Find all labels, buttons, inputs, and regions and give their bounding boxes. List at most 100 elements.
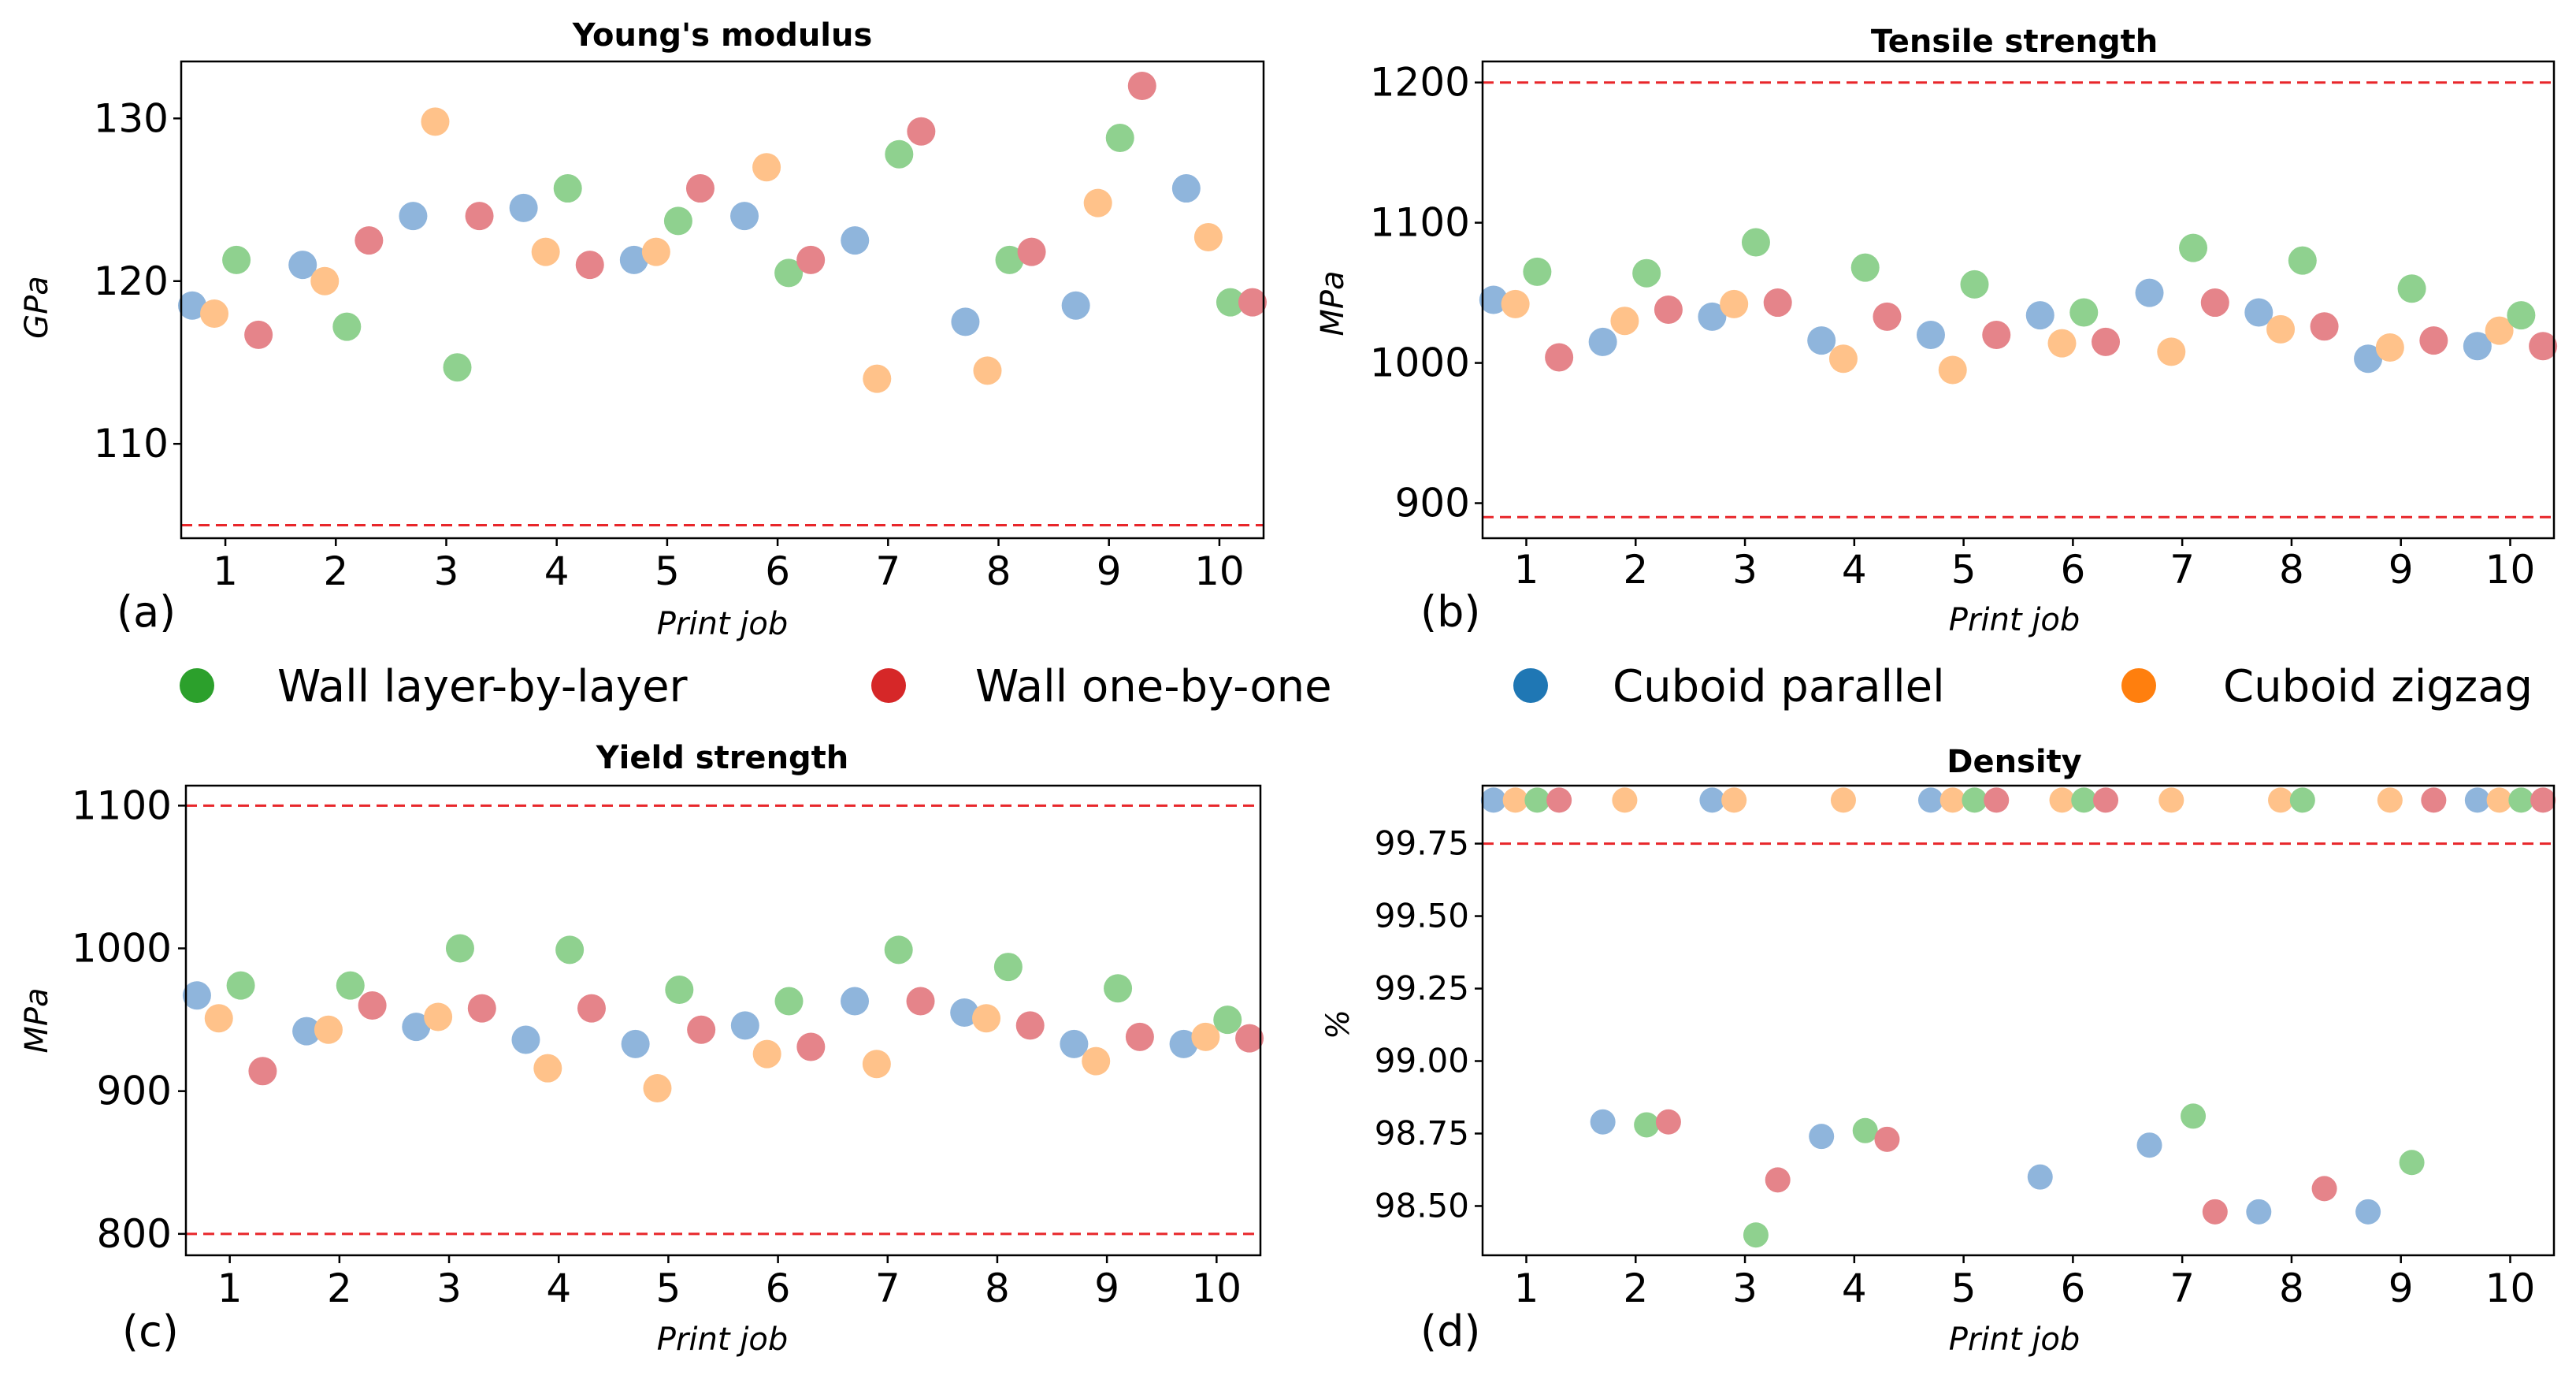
data-point xyxy=(619,245,648,274)
data-point xyxy=(531,237,560,266)
panel-label: (b) xyxy=(1420,587,1480,637)
data-point xyxy=(465,202,494,231)
data-point xyxy=(1807,326,1836,355)
data-point xyxy=(972,1004,1001,1033)
data-point xyxy=(1524,787,1550,813)
x-tick-label: 9 xyxy=(1094,1266,1119,1311)
data-point xyxy=(2311,1176,2337,1202)
data-point xyxy=(577,994,606,1023)
data-point xyxy=(1017,237,1046,266)
data-point xyxy=(1588,327,1617,356)
y-tick-label: 900 xyxy=(1395,481,1470,526)
data-point xyxy=(973,356,1002,385)
data-point xyxy=(2419,326,2448,355)
data-point xyxy=(1917,787,1943,813)
data-point xyxy=(2464,787,2490,813)
data-point xyxy=(2136,1132,2162,1158)
data-point xyxy=(1545,343,1574,372)
y-tick-label: 1100 xyxy=(72,782,172,828)
data-point xyxy=(445,934,474,963)
data-point xyxy=(2289,787,2315,813)
data-point xyxy=(1828,344,1858,374)
data-point xyxy=(2049,787,2075,813)
data-point xyxy=(1634,1112,1660,1138)
y-tick-label: 1000 xyxy=(1370,340,1470,386)
data-point xyxy=(1850,253,1880,282)
data-point xyxy=(2202,1199,2228,1225)
data-point xyxy=(1763,288,1792,318)
data-point xyxy=(2421,787,2447,813)
data-point xyxy=(226,971,255,1000)
data-point xyxy=(1105,124,1134,153)
y-tick-label: 1100 xyxy=(1370,200,1470,246)
legend-label: Wall layer-by-layer xyxy=(277,661,689,712)
x-tick-label: 8 xyxy=(986,548,1011,594)
data-point xyxy=(1612,787,1638,813)
x-tick-label: 2 xyxy=(327,1266,352,1311)
data-point xyxy=(2266,314,2296,344)
data-point xyxy=(1632,258,1661,288)
data-point xyxy=(1235,1024,1264,1053)
data-point xyxy=(1015,1011,1045,1040)
data-point xyxy=(1982,320,2011,349)
data-point xyxy=(2246,1199,2272,1225)
data-point xyxy=(621,1029,650,1058)
data-point xyxy=(553,174,582,203)
data-point xyxy=(1916,320,1945,349)
data-point xyxy=(399,202,428,231)
data-point xyxy=(841,987,870,1016)
y-tick-label: 120 xyxy=(94,258,169,304)
y-tick-label: 110 xyxy=(94,421,169,466)
data-point xyxy=(2397,274,2426,303)
data-point xyxy=(906,987,935,1016)
data-point xyxy=(1546,787,1572,813)
data-point xyxy=(1104,974,1133,1003)
x-axis-label: Print job xyxy=(1949,602,2080,638)
data-point xyxy=(1216,288,1245,317)
data-point xyxy=(2399,1150,2425,1176)
data-point xyxy=(2179,233,2208,262)
data-point xyxy=(1061,291,1090,320)
data-point xyxy=(643,1074,672,1103)
data-point xyxy=(1127,71,1156,100)
x-tick-label: 10 xyxy=(2485,1266,2536,1311)
data-point xyxy=(2025,301,2054,330)
data-point xyxy=(332,312,362,341)
data-point xyxy=(533,1054,562,1083)
data-point xyxy=(248,1057,277,1086)
data-point xyxy=(993,953,1023,982)
data-point xyxy=(2047,329,2077,358)
x-tick-label: 6 xyxy=(765,548,790,594)
data-point xyxy=(402,1013,431,1042)
y-tick-label: 98.50 xyxy=(1375,1186,1469,1225)
data-point xyxy=(2508,787,2534,813)
x-tick-label: 1 xyxy=(1514,547,1539,593)
data-point xyxy=(182,981,211,1010)
x-tick-label: 6 xyxy=(2060,547,2085,593)
data-point xyxy=(2310,312,2339,341)
data-point xyxy=(1480,787,1506,813)
x-tick-label: 5 xyxy=(656,1266,681,1311)
data-point xyxy=(244,320,273,349)
data-point xyxy=(509,193,538,222)
data-point xyxy=(1743,1222,1769,1248)
panel-tensile-strength: Tensile strength Print job MPa (b) 1 2 3 4 5… xyxy=(1315,24,2558,638)
data-point xyxy=(1523,257,1552,286)
data-point xyxy=(841,226,870,255)
data-point xyxy=(2507,301,2536,330)
x-tick-label: 3 xyxy=(436,1266,462,1311)
data-point xyxy=(1873,302,1902,331)
x-tick-label: 8 xyxy=(985,1266,1010,1311)
data-point xyxy=(1082,1046,1111,1076)
y-axis-label: MPa xyxy=(1315,270,1351,336)
data-point xyxy=(1962,787,1988,813)
x-tick-label: 5 xyxy=(1951,1266,1977,1311)
data-point xyxy=(1169,1029,1198,1058)
plot-frame xyxy=(180,60,1265,540)
data-point xyxy=(1610,307,1639,336)
data-point xyxy=(730,1011,759,1040)
data-point xyxy=(2135,278,2164,307)
data-point xyxy=(2069,298,2099,327)
panel-youngs-modulus: Young's modulus Print job GPa (a) 1 2 3 4 5 6… xyxy=(19,17,1267,642)
